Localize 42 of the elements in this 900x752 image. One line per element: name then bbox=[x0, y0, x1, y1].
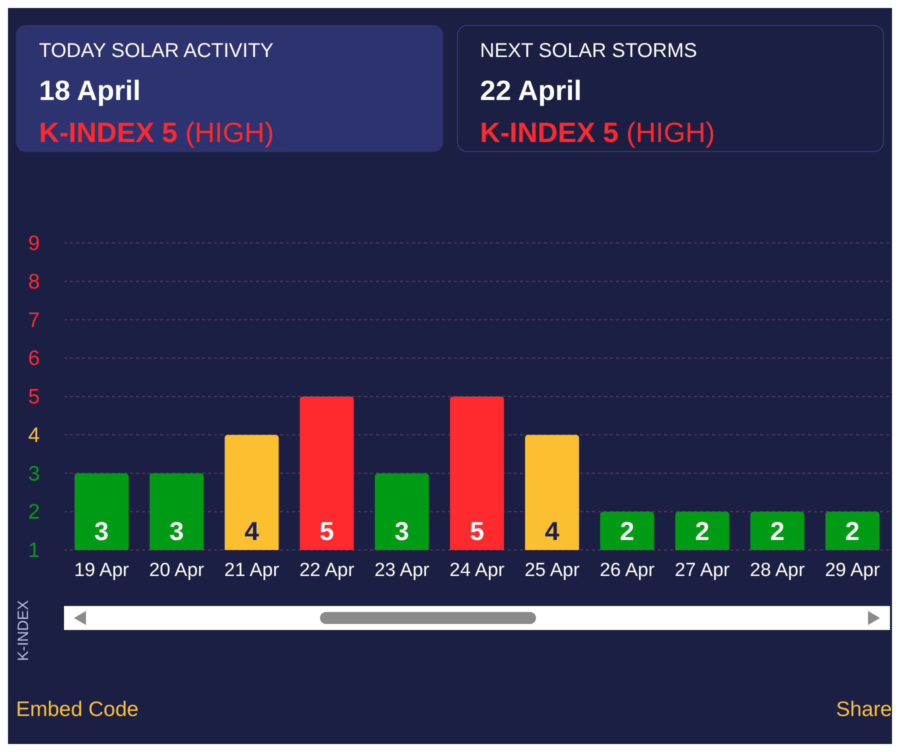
y-tick-label: 6 bbox=[28, 347, 40, 370]
y-tick-label: 8 bbox=[28, 270, 40, 294]
text: (HIGH) bbox=[185, 117, 274, 148]
x-tick-label: 22 Apr bbox=[299, 560, 355, 581]
y-tick-label: 3 bbox=[28, 462, 40, 486]
data-label: 5 bbox=[470, 516, 484, 546]
x-tick-label: 26 Apr bbox=[600, 560, 656, 581]
text: 18 April bbox=[39, 75, 142, 107]
data-label: 4 bbox=[544, 516, 560, 546]
y-tick-label: 7 bbox=[28, 308, 40, 332]
x-tick-label: 27 Apr bbox=[674, 560, 730, 581]
data-label: 3 bbox=[94, 516, 109, 546]
x-tick-label: 24 Apr bbox=[450, 560, 506, 581]
x-tick-label: 28 Apr bbox=[750, 560, 806, 581]
x-tick-label: 21 Apr bbox=[224, 560, 280, 581]
text: TODAY SOLAR ACTIVITY bbox=[39, 40, 275, 63]
text: 22 April bbox=[480, 75, 583, 107]
data-label: 3 bbox=[394, 516, 410, 546]
y-tick-label: 2 bbox=[28, 500, 40, 524]
data-label: 2 bbox=[695, 516, 710, 546]
y-tick-label: 5 bbox=[28, 386, 40, 408]
data-label: 2 bbox=[770, 516, 785, 546]
x-tick-label: 29 Apr bbox=[824, 560, 881, 581]
data-label: 2 bbox=[620, 516, 634, 546]
y-tick-label: 9 bbox=[28, 232, 40, 255]
data-label: 3 bbox=[169, 516, 184, 546]
text: Share bbox=[836, 698, 892, 722]
text: K-INDEX 5 bbox=[480, 117, 618, 148]
data-label: 5 bbox=[320, 516, 334, 546]
data-label: 2 bbox=[845, 516, 860, 546]
text: Embed Code bbox=[16, 698, 139, 722]
text: (HIGH) bbox=[626, 117, 715, 148]
x-tick-label: 20 Apr bbox=[149, 560, 205, 581]
text: NEXT SOLAR STORMS bbox=[480, 40, 698, 63]
text: K-INDEX 5 bbox=[39, 117, 178, 148]
y-axis-title: K-INDEX bbox=[15, 600, 32, 661]
x-tick-label: 25 Apr bbox=[524, 560, 580, 581]
y-tick-label: 4 bbox=[28, 424, 40, 447]
x-tick-label: 23 Apr bbox=[374, 560, 430, 581]
y-tick-label: 1 bbox=[28, 539, 40, 562]
data-label: 4 bbox=[244, 516, 260, 546]
x-tick-label: 19 Apr bbox=[74, 560, 130, 581]
